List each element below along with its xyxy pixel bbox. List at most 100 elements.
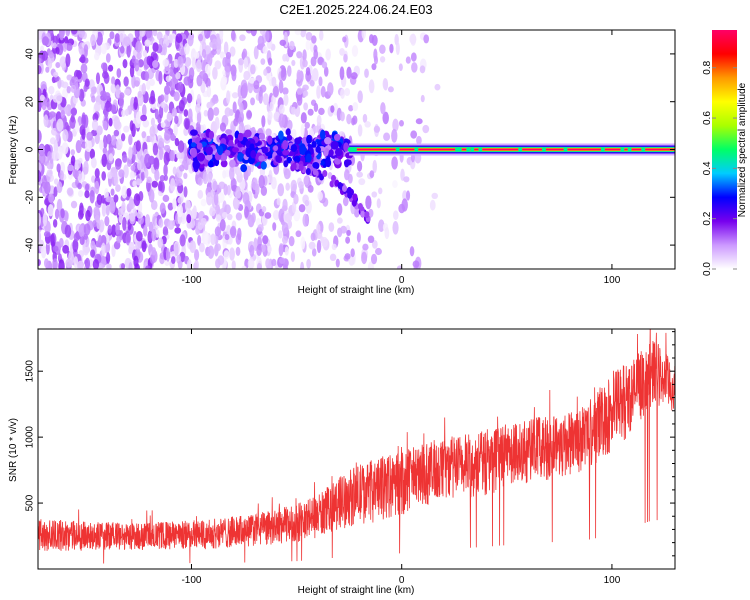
noise-cell xyxy=(279,39,287,46)
noise-cell xyxy=(313,102,319,112)
signal-cell xyxy=(343,142,349,152)
noise-cell xyxy=(358,178,366,186)
noise-cell xyxy=(187,33,194,47)
noise-cell xyxy=(158,137,165,148)
noise-cell xyxy=(174,115,179,125)
noise-cell xyxy=(403,176,410,183)
noise-cell xyxy=(242,82,248,97)
noise-cell xyxy=(67,164,74,172)
noise-cell xyxy=(195,59,202,73)
noise-cell xyxy=(398,119,404,127)
noise-cell xyxy=(282,87,289,95)
noise-cell xyxy=(52,258,58,269)
noise-cell xyxy=(106,263,112,269)
signal-cell xyxy=(220,137,227,145)
noise-cell xyxy=(361,30,367,40)
noise-cell xyxy=(173,123,178,137)
noise-cell xyxy=(139,30,146,37)
noise-cell xyxy=(61,142,69,155)
noise-cell xyxy=(45,66,50,73)
noise-cell xyxy=(160,101,166,109)
noise-cell xyxy=(147,231,153,242)
noise-cell xyxy=(92,112,99,122)
noise-cell xyxy=(347,173,353,184)
noise-cell xyxy=(340,111,345,122)
noise-cell xyxy=(368,79,375,94)
noise-cell xyxy=(179,234,186,247)
noise-cell xyxy=(372,159,377,174)
signal-cell xyxy=(220,159,228,168)
noise-cell xyxy=(163,151,170,166)
signal-cell xyxy=(282,140,289,150)
noise-cell xyxy=(207,107,214,121)
noise-cell xyxy=(369,170,375,178)
noise-cell xyxy=(350,248,355,258)
noise-cell xyxy=(215,243,221,252)
signal-cell xyxy=(196,142,203,150)
noise-cell xyxy=(226,213,233,221)
noise-cell xyxy=(368,208,374,218)
noise-cell xyxy=(373,55,379,65)
noise-cell xyxy=(146,176,152,184)
noise-cell xyxy=(133,255,139,268)
noise-cell xyxy=(38,129,42,144)
noise-cell xyxy=(420,94,425,103)
noise-cell xyxy=(163,85,171,95)
noise-cell xyxy=(256,244,262,257)
y-tick-label: 0 xyxy=(25,146,36,152)
noise-cell xyxy=(302,49,307,62)
noise-cell xyxy=(55,46,60,55)
noise-cell xyxy=(99,139,104,151)
noise-cell xyxy=(245,30,253,34)
noise-cell xyxy=(114,120,122,131)
carrier-cell xyxy=(347,147,352,152)
noise-cell xyxy=(303,176,309,186)
carrier-cell xyxy=(470,147,475,152)
noise-cell xyxy=(97,234,103,248)
noise-cell xyxy=(120,263,126,269)
noise-cell xyxy=(135,178,141,186)
noise-cell xyxy=(174,137,180,147)
noise-cell xyxy=(416,135,422,145)
spectrogram-x-axis-label: Height of straight line (km) xyxy=(298,285,415,296)
trail-cell xyxy=(352,193,358,201)
noise-cell xyxy=(174,227,182,234)
y-tick-label: 40 xyxy=(25,48,36,60)
noise-cell xyxy=(128,146,133,160)
spectrogram-cells xyxy=(38,30,675,269)
noise-cell xyxy=(239,34,246,42)
noise-cell xyxy=(93,206,100,216)
noise-cell xyxy=(178,112,183,125)
noise-cell xyxy=(38,150,46,165)
noise-cell xyxy=(281,222,289,235)
noise-cell xyxy=(105,204,110,216)
noise-cell xyxy=(215,204,221,215)
noise-cell xyxy=(253,80,260,90)
noise-cell xyxy=(135,231,143,242)
noise-cell xyxy=(410,52,417,62)
noise-cell xyxy=(389,43,394,54)
noise-cell xyxy=(206,86,212,98)
noise-cell xyxy=(362,243,369,251)
noise-cell xyxy=(312,125,320,133)
noise-cell xyxy=(140,114,148,122)
x-tick-label: 0 xyxy=(399,575,405,586)
noise-cell xyxy=(197,33,204,42)
noise-cell xyxy=(160,121,166,128)
signal-cell xyxy=(189,129,198,136)
carrier-cell xyxy=(518,147,523,152)
noise-cell xyxy=(90,34,96,47)
noise-cell xyxy=(331,243,337,251)
noise-cell xyxy=(51,150,59,161)
noise-cell xyxy=(122,154,128,163)
trail-cell xyxy=(342,184,348,192)
noise-cell xyxy=(379,56,386,63)
noise-cell xyxy=(395,41,400,56)
noise-cell xyxy=(371,191,378,198)
noise-cell xyxy=(135,40,142,53)
noise-cell xyxy=(409,33,417,45)
noise-cell xyxy=(422,124,430,134)
noise-cell xyxy=(165,247,170,262)
x-tick-label: -100 xyxy=(181,575,201,586)
noise-cell xyxy=(286,65,292,77)
